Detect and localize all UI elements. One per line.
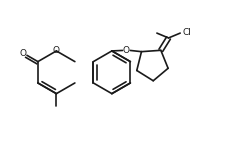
Text: O: O <box>53 46 60 55</box>
Text: O: O <box>123 46 130 55</box>
Text: O: O <box>20 49 27 58</box>
Text: Cl: Cl <box>183 28 191 37</box>
